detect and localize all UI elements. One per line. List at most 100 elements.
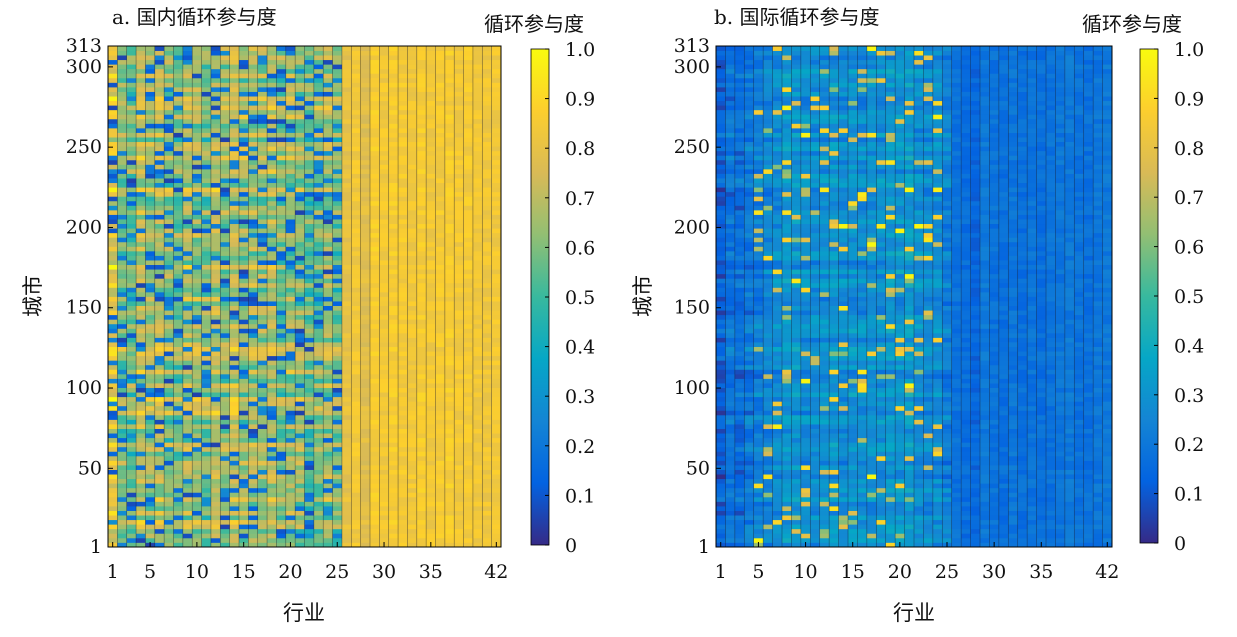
heatmap-cell (257, 465, 268, 470)
heatmap-cell (491, 282, 502, 288)
heatmap-cell (108, 360, 118, 366)
heatmap-cell (416, 232, 427, 238)
heatmap-cell (248, 82, 259, 88)
heatmap-cell (426, 337, 436, 343)
heatmap-cell (192, 137, 202, 143)
heatmap-cell (472, 132, 483, 138)
heatmap-cell (370, 291, 380, 297)
heatmap-cell (341, 437, 352, 443)
heatmap-cell (229, 446, 240, 452)
heatmap-cell (426, 314, 436, 320)
heatmap-cell (407, 323, 418, 329)
heatmap-cell (201, 487, 212, 493)
heatmap-cell (426, 114, 436, 120)
heatmap-cell (239, 260, 249, 266)
heatmap-cell (323, 460, 333, 466)
heatmap-cell (866, 519, 877, 525)
heatmap-cell (829, 524, 839, 530)
heatmap-cell (360, 310, 371, 316)
heatmap-cell (154, 446, 165, 452)
heatmap-cell (379, 360, 390, 366)
heatmap-cell (201, 501, 212, 507)
heatmap-cell (267, 296, 277, 302)
heatmap-cell (341, 191, 352, 197)
heatmap-cell (267, 105, 277, 111)
heatmap-cell (136, 114, 146, 120)
heatmap-cell (472, 355, 483, 361)
heatmap-cell (108, 414, 118, 420)
heatmap-cell (313, 515, 324, 521)
heatmap-cell (332, 64, 343, 70)
heatmap-cell (379, 46, 390, 51)
heatmap-cell (435, 205, 446, 211)
heatmap-cell (267, 337, 277, 343)
heatmap-cell (416, 351, 427, 357)
heatmap-cell (323, 77, 333, 83)
heatmap-cell (398, 159, 408, 165)
heatmap-cell (323, 323, 333, 329)
heatmap-cell (370, 209, 380, 215)
heatmap-cell (313, 364, 324, 370)
heatmap-cell (295, 442, 305, 448)
heatmap-cell (435, 200, 446, 206)
heatmap-cell (173, 73, 184, 79)
heatmap-cell (482, 214, 493, 220)
heatmap-cell (463, 378, 474, 384)
heatmap-cell (210, 291, 221, 297)
heatmap-cell (229, 487, 240, 493)
heatmap-cell (108, 342, 118, 347)
heatmap-cell (313, 401, 324, 407)
heatmap-cell (164, 59, 174, 65)
heatmap-cell (772, 515, 783, 521)
heatmap-cell (379, 414, 390, 420)
heatmap-cell (341, 424, 352, 429)
heatmap-cell (398, 364, 408, 370)
heatmap-cell (895, 533, 905, 539)
heatmap-cell (388, 419, 399, 425)
heatmap-cell (201, 91, 212, 97)
heatmap-cell (1046, 519, 1056, 525)
heatmap-cell (857, 528, 868, 534)
heatmap-cell (267, 310, 277, 316)
heatmap-cell (145, 260, 156, 266)
heatmap-cell (164, 364, 174, 370)
heatmap-cell (482, 187, 493, 193)
heatmap-cell (276, 323, 287, 329)
heatmap-cell (426, 465, 436, 470)
heatmap-cell (239, 460, 249, 466)
heatmap-cell (491, 219, 502, 225)
heatmap-cell (407, 373, 418, 379)
heatmap-cell (285, 187, 296, 193)
heatmap-cell (398, 319, 408, 325)
heatmap-cell (398, 118, 408, 124)
heatmap-cell (379, 369, 390, 375)
heatmap-cell (463, 474, 474, 480)
heatmap-cell (201, 364, 212, 370)
heatmap-cell (426, 246, 436, 252)
heatmap-cell (463, 460, 474, 466)
heatmap-cell (426, 282, 436, 288)
heatmap-cell (201, 455, 212, 461)
heatmap-cell (360, 474, 371, 480)
heatmap-cell (164, 387, 174, 393)
heatmap-cell (463, 519, 474, 525)
heatmap-cell (482, 114, 493, 120)
heatmap-cell (220, 542, 231, 548)
heatmap-cell (341, 219, 352, 225)
heatmap-cell (370, 205, 380, 211)
heatmap-cell (257, 132, 268, 138)
heatmap-cell (173, 387, 184, 393)
heatmap-cell (210, 528, 221, 534)
heatmap-cell (295, 191, 305, 197)
heatmap-cell (117, 419, 128, 425)
heatmap-cell (341, 187, 352, 193)
heatmap-cell (304, 127, 315, 133)
heatmap-cell (444, 433, 455, 439)
heatmap-cell (341, 114, 352, 120)
heatmap-cell (108, 383, 118, 388)
heatmap-cell (210, 519, 221, 525)
heatmap-cell (313, 542, 324, 548)
heatmap-cell (295, 465, 305, 470)
heatmap-cell (295, 146, 305, 152)
heatmap-cell (472, 342, 483, 347)
